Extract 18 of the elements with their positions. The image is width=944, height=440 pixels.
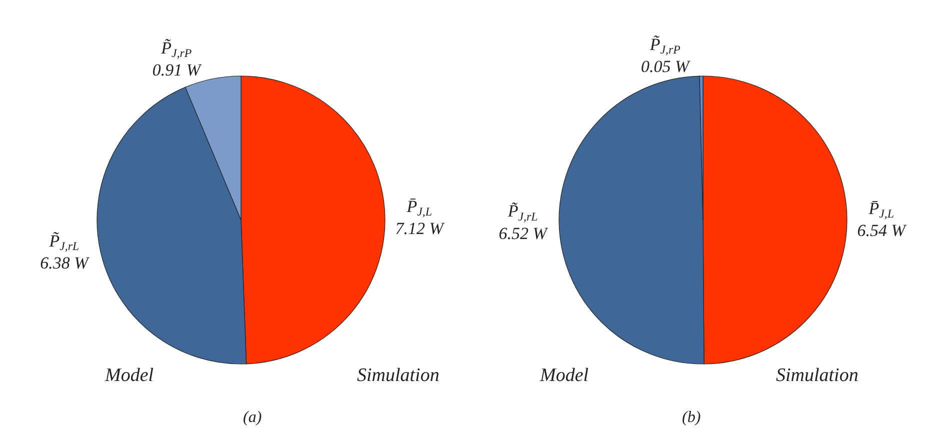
text: Simulation — [776, 365, 858, 386]
text: Simulation — [357, 365, 440, 386]
slice-label: P̃$_{J,rL}$ — [48, 231, 80, 253]
slice-label: P̄$_{J,L}$ — [868, 198, 894, 220]
slice-label: P̃$_{J,rP}$ — [648, 34, 680, 56]
data-label: 7.12 W — [395, 218, 446, 238]
text: (a) — [243, 409, 262, 426]
text: Model — [539, 365, 589, 386]
data-label: 0.91 W — [152, 60, 202, 80]
slice-label: P̃$_{J,rL}$ — [506, 202, 538, 224]
text: (b) — [682, 409, 701, 426]
data-label: 6.38 W — [40, 253, 90, 272]
text: Model — [104, 365, 154, 386]
slice-label: P̃$_{J,rP}$ — [160, 38, 192, 60]
data-label: 0.05 W — [641, 57, 691, 76]
data-label: 6.54 W — [857, 221, 908, 240]
data-label: 6.52 W — [498, 224, 549, 243]
slice-label: P̄$_{J,L}$ — [406, 196, 432, 218]
